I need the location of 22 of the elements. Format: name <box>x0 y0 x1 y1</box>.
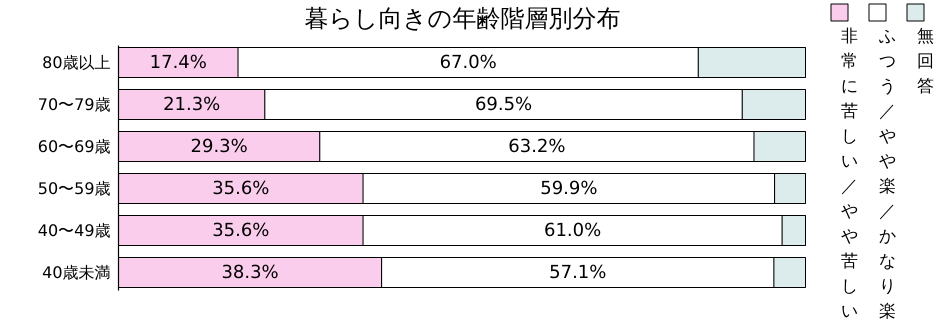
chart-title: 暮らし向きの年齢階層別分布 <box>304 4 620 32</box>
legend-label: 無回答 <box>917 26 934 96</box>
text: 非常に苦しい／やや苦しい <box>841 26 858 320</box>
y-tick-label: 80歳以上 <box>42 53 110 72</box>
data-label: 21.3% <box>163 94 220 115</box>
data-label: 35.6% <box>212 220 270 241</box>
data-label: 63.2% <box>508 136 566 157</box>
data-label: 59.9% <box>540 178 598 199</box>
y-tick-label: 40〜49歳 <box>38 221 110 240</box>
y-tick-label: 40歳未満 <box>42 263 110 282</box>
data-label: 69.5% <box>474 94 532 115</box>
data-label: 17.4% <box>150 52 207 73</box>
data-label: 57.1% <box>549 262 606 283</box>
data-label: 29.3% <box>190 136 248 157</box>
data-label: 67.0% <box>440 52 497 73</box>
y-tick-label: 50〜59歳 <box>38 179 110 198</box>
y-tick-label: 60〜69歳 <box>38 137 110 156</box>
data-label: 61.0% <box>544 220 602 241</box>
data-label: 38.3% <box>221 262 279 283</box>
y-tick-label: 70〜79歳 <box>38 95 110 114</box>
text: ふつう／やや楽／かなり楽 <box>879 26 896 320</box>
data-label: 35.6% <box>212 178 270 199</box>
